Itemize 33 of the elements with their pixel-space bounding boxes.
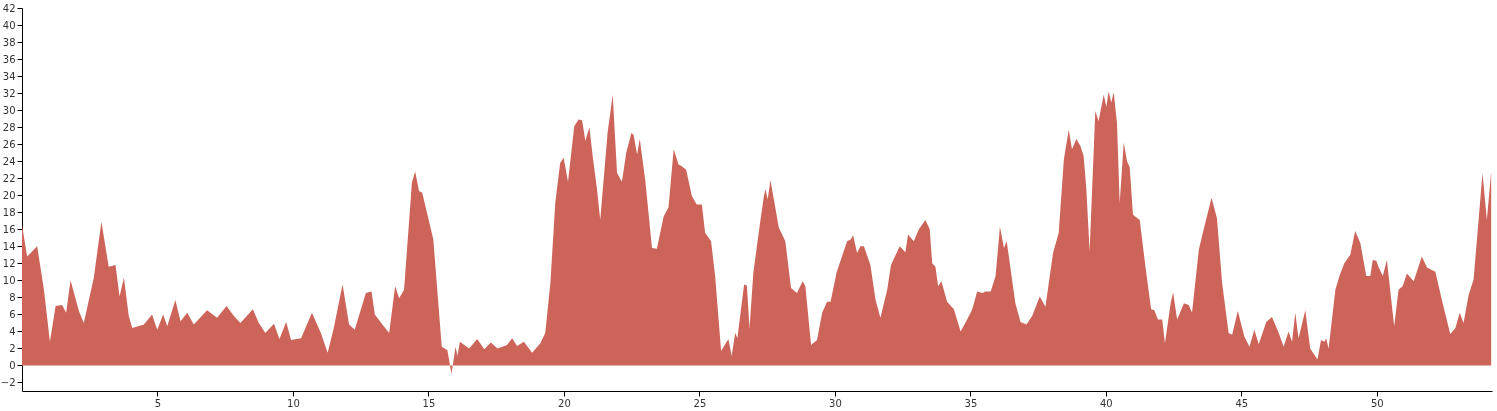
x-tick-label: 20 [558,397,571,409]
x-tick-label: 10 [287,397,300,409]
y-tick-label: 2 [9,342,16,354]
y-tick-label: 30 [2,104,16,116]
x-tick-label: 35 [964,397,978,409]
y-tick-label: 40 [2,19,16,31]
x-tick-label: 30 [829,397,842,409]
y-tick-label: −2 [0,376,16,388]
y-tick-label: 12 [2,257,16,269]
y-tick-label: 22 [2,172,16,184]
y-tick-label: 10 [2,274,16,286]
y-tick-label: 28 [2,121,16,133]
y-tick-label: 20 [2,189,16,201]
x-tick-label: 25 [693,397,707,409]
y-tick-label: 8 [9,291,16,303]
y-tick-label: 38 [2,36,16,48]
y-tick-label: 24 [2,155,16,167]
y-tick-label: 26 [2,138,16,150]
y-tick-label: 16 [2,223,16,235]
x-tick-label: 15 [422,397,436,409]
y-tick-label: 36 [2,53,16,65]
x-tick-label: 45 [1235,397,1249,409]
y-tick-label: 4 [9,325,16,337]
x-tick-label: 40 [1100,397,1113,409]
x-tick-label: 50 [1370,397,1384,409]
y-tick-label: 14 [2,240,16,252]
y-tick-label: 6 [9,308,16,320]
y-tick-label: 18 [2,206,16,218]
y-tick-label: 0 [9,359,16,371]
y-tick-label: 42 [2,2,16,14]
y-tick-label: 32 [2,87,16,99]
x-tick-label: 5 [154,397,162,409]
y-tick-label: 34 [2,70,16,82]
